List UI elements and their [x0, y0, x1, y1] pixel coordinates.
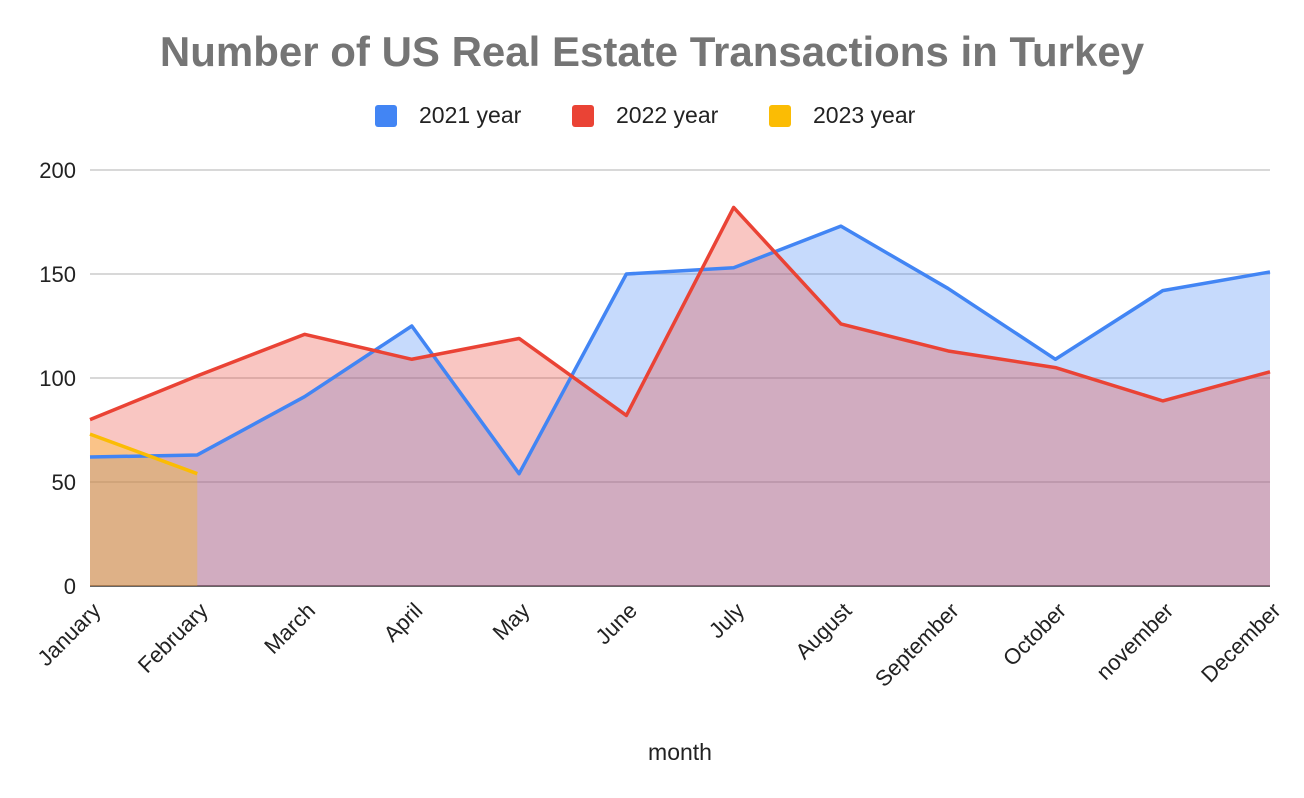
legend-label: 2022 year — [616, 102, 719, 128]
line-2021-year — [89, 224, 1271, 476]
x-tick-label: September — [870, 598, 964, 692]
x-tick-label: January — [33, 598, 106, 671]
y-tick-label: 50 — [52, 470, 76, 495]
x-axis-label: month — [648, 739, 712, 765]
x-tick-label: December — [1196, 598, 1285, 687]
x-tick-label: May — [488, 598, 535, 645]
legend-label: 2023 year — [813, 102, 916, 128]
x-tick-label: March — [259, 598, 320, 659]
area-2023-year — [90, 434, 198, 586]
area-2022-year — [90, 207, 1270, 586]
legend-label: 2021 year — [419, 102, 522, 128]
x-tick-label: August — [790, 598, 856, 664]
line-2022-year — [89, 205, 1271, 422]
y-tick-label: 150 — [39, 262, 76, 287]
x-tick-label: June — [590, 598, 641, 649]
chart-title: Number of US Real Estate Transactions in… — [160, 28, 1145, 75]
y-tick-label: 0 — [64, 574, 76, 599]
x-tick-label: July — [704, 598, 749, 643]
y-tick-label: 100 — [39, 366, 76, 391]
x-tick-label: February — [133, 598, 213, 678]
line-2023-year — [89, 432, 198, 476]
legend-swatch — [769, 105, 791, 127]
x-tick-label: november — [1091, 598, 1178, 685]
x-tick-label: April — [379, 598, 428, 647]
y-tick-label: 200 — [39, 158, 76, 183]
area-2021-year — [90, 226, 1270, 586]
legend-swatch — [572, 105, 594, 127]
legend-swatch — [375, 105, 397, 127]
x-tick-label: October — [998, 598, 1071, 671]
